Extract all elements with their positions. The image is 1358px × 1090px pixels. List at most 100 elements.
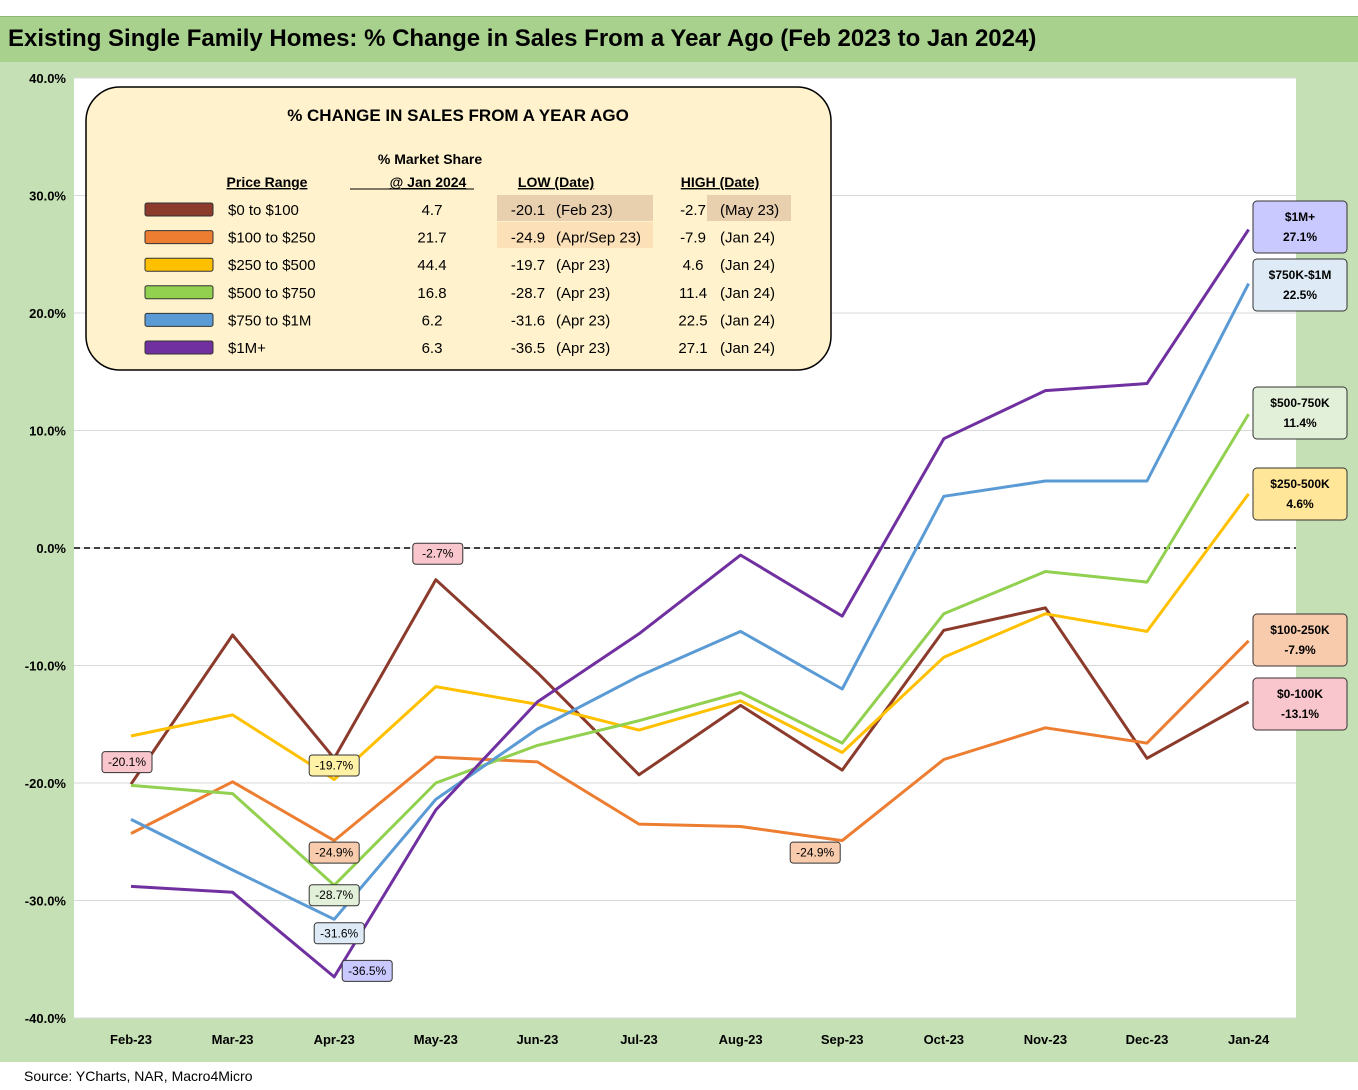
legend-share: 4.7 xyxy=(422,202,443,219)
data-label-text: -2.7% xyxy=(422,547,454,561)
data-label: -24.9% xyxy=(789,841,841,864)
legend-high-date: (May 23) xyxy=(720,202,779,219)
y-tick-label: 40.0% xyxy=(29,71,66,86)
legend-swatch xyxy=(144,257,214,272)
end-label-box xyxy=(1252,200,1348,254)
data-label-text: -31.6% xyxy=(320,926,358,940)
end-label: $500-750K 11.4% xyxy=(1252,386,1348,440)
y-tick-label: -30.0% xyxy=(25,894,67,909)
data-label-text: -28.7% xyxy=(315,888,353,902)
legend-low-date: (Apr 23) xyxy=(556,285,610,302)
data-label-text: -24.9% xyxy=(796,846,834,860)
legend-share: 44.4 xyxy=(417,257,446,274)
data-label-box xyxy=(101,751,153,774)
legend-low-highlight xyxy=(497,222,653,248)
legend-header-range: Price Range xyxy=(227,174,308,190)
x-tick-label: Feb-23 xyxy=(110,1032,152,1047)
legend-low-date: (Apr 23) xyxy=(556,340,610,357)
legend-share: 6.2 xyxy=(422,312,443,329)
end-label-name: $250-500K xyxy=(1270,477,1330,491)
end-label: $250-500K 4.6% xyxy=(1252,467,1348,521)
legend-high-highlight xyxy=(707,195,791,221)
legend-high: 11.4 xyxy=(679,285,707,302)
data-label-box xyxy=(789,841,841,864)
legend-header-share: % Market Share xyxy=(378,151,482,167)
y-tick-label: 0.0% xyxy=(36,541,66,556)
x-tick-label: Oct-23 xyxy=(924,1032,964,1047)
legend-swatch xyxy=(144,202,214,217)
x-tick-label: Apr-23 xyxy=(314,1032,355,1047)
x-tick-label: May-23 xyxy=(414,1032,458,1047)
legend-low: -20.1 xyxy=(511,202,545,219)
legend-share: 21.7 xyxy=(417,230,446,247)
legend-high-date: (Jan 24) xyxy=(720,312,775,329)
y-tick-label: 30.0% xyxy=(29,189,66,204)
legend-swatch xyxy=(144,340,214,355)
data-label-box xyxy=(341,959,393,982)
series-line-100-to-250 xyxy=(130,639,1250,843)
end-label-box xyxy=(1252,613,1348,667)
legend-swatch xyxy=(144,312,214,327)
x-tick-label: Jan-24 xyxy=(1228,1032,1270,1047)
end-label-name: $500-750K xyxy=(1270,396,1330,410)
legend-range: $100 to $250 xyxy=(228,230,316,247)
end-label-value: 11.4% xyxy=(1283,416,1317,430)
data-label: -36.5% xyxy=(341,959,393,982)
end-label: $100-250K -7.9% xyxy=(1252,613,1348,667)
legend-high-date: (Jan 24) xyxy=(720,257,775,274)
legend-range: $250 to $500 xyxy=(228,257,316,274)
end-label-name: $1M+ xyxy=(1285,210,1315,224)
end-label-value: 22.5% xyxy=(1283,288,1317,302)
legend-share: 16.8 xyxy=(417,285,446,302)
legend-row: $100 to $250 21.7 -24.9 (Apr/Sep 23) -7.9 (Ja… xyxy=(144,230,775,247)
legend-row: $500 to $750 16.8 -28.7 (Apr 23) 11.4 (Jan 24… xyxy=(144,285,775,302)
x-tick-label: Jul-23 xyxy=(620,1032,658,1047)
end-label-name: $750K-$1M xyxy=(1269,268,1332,282)
legend-header-share-date: @ Jan 2024 xyxy=(390,174,467,190)
data-label-box xyxy=(308,754,360,777)
legend-high: 4.6 xyxy=(683,257,704,274)
x-tick-label: Nov-23 xyxy=(1024,1032,1067,1047)
point-label-layer: -20.1% -2.7% -19.7% -24.9% -28.7% -31.6% -36.5… xyxy=(101,542,841,982)
legend-high: 22.5 xyxy=(678,312,707,329)
data-label: -19.7% xyxy=(308,754,360,777)
y-tick-label: -20.0% xyxy=(25,776,67,791)
legend-low-date: (Apr/Sep 23) xyxy=(556,230,641,247)
legend-high: -2.7 xyxy=(680,202,706,219)
data-label-box xyxy=(308,841,360,864)
y-tick-label: 20.0% xyxy=(29,306,66,321)
legend-low: -24.9 xyxy=(511,230,545,247)
end-label-value: -7.9% xyxy=(1284,643,1316,657)
legend-row: $0 to $100 4.7 -20.1 (Feb 23) -2.7 (May 23) xyxy=(144,202,779,219)
data-label-text: -20.1% xyxy=(108,755,146,769)
data-label-box xyxy=(313,922,365,945)
end-label: $0-100K -13.1% xyxy=(1252,677,1348,731)
legend-low-date: (Apr 23) xyxy=(556,312,610,329)
legend-high-date: (Jan 24) xyxy=(720,285,775,302)
end-label: $1M+ 27.1% xyxy=(1252,200,1348,254)
end-label-value: 27.1% xyxy=(1283,230,1317,244)
end-label-value: -13.1% xyxy=(1281,707,1319,721)
legend-box xyxy=(85,86,832,371)
chart-title: Existing Single Family Homes: % Change i… xyxy=(8,25,1037,52)
legend-range: $750 to $1M xyxy=(228,312,311,329)
data-label-text: -19.7% xyxy=(315,758,353,772)
legend-table: % CHANGE IN SALES FROM A YEAR AGO Price R… xyxy=(85,86,832,371)
legend-high: -7.9 xyxy=(680,230,706,247)
legend-share: 6.3 xyxy=(422,340,443,357)
legend-low: -36.5 xyxy=(511,340,545,357)
legend-low: -31.6 xyxy=(511,312,545,329)
data-label-box xyxy=(412,542,464,565)
end-label-name: $0-100K xyxy=(1277,687,1323,701)
source-note: Source: YCharts, NAR, Macro4Micro xyxy=(24,1068,253,1084)
legend-low-date: (Apr 23) xyxy=(556,257,610,274)
legend-header-low: LOW (Date) xyxy=(518,174,594,190)
end-label-box xyxy=(1252,386,1348,440)
series-line-500-to-750 xyxy=(130,413,1250,887)
data-label-text: -24.9% xyxy=(315,846,353,860)
legend-title: % CHANGE IN SALES FROM A YEAR AGO xyxy=(287,106,629,125)
x-tick-label: Aug-23 xyxy=(719,1032,763,1047)
series-line-1m xyxy=(130,228,1250,979)
